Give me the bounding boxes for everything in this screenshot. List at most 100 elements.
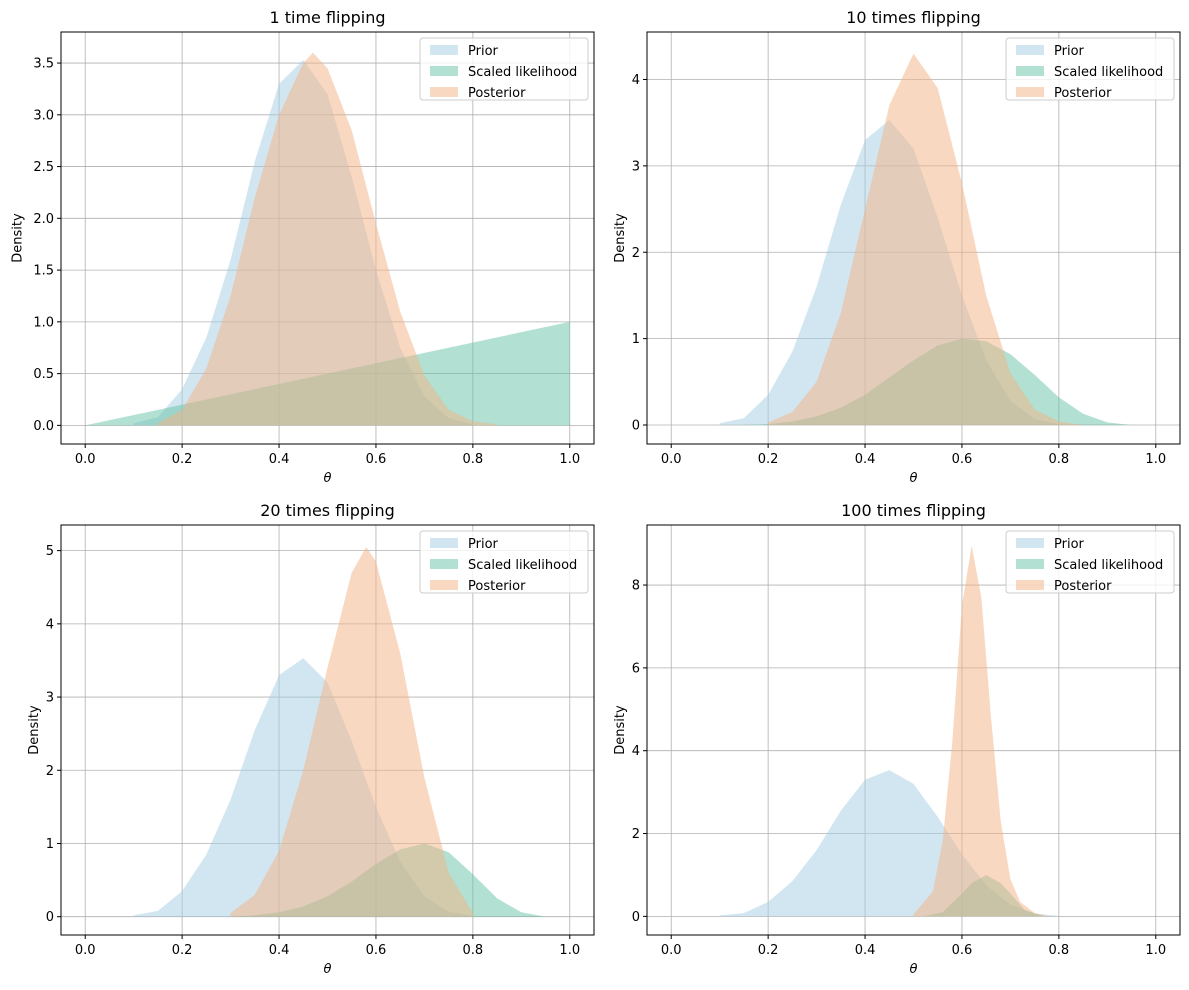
x-tick-label: 0.4 (269, 943, 290, 958)
y-tick-label: 1 (632, 332, 640, 347)
area-posterior (913, 545, 1050, 917)
legend-swatch-prior (1016, 538, 1044, 548)
y-tick-label: 0.5 (33, 367, 54, 382)
legend-label-scaled-likelihood: Scaled likelihood (1054, 558, 1163, 573)
y-axis-label: Density (613, 705, 628, 755)
subplot-title: 10 times flipping (846, 8, 981, 27)
legend-box (1005, 530, 1175, 594)
y-tick-label: 3.0 (33, 108, 54, 123)
legend: Prior Scaled likelihood Posterior (419, 530, 589, 594)
x-tick-label: 0.2 (172, 943, 193, 958)
y-tick-label: 2 (46, 764, 54, 779)
x-axis-label: θ (910, 962, 918, 977)
y-tick-label: 3 (46, 691, 54, 706)
x-tick-label: 0.6 (366, 452, 387, 467)
y-axis-label: Density (613, 213, 628, 263)
x-axis-label: θ (324, 962, 332, 977)
x-tick-label: 0.6 (366, 943, 387, 958)
legend-label-prior: Prior (1054, 537, 1085, 552)
x-tick-label: 0.0 (75, 452, 96, 467)
y-tick-label: 4 (632, 73, 640, 88)
x-tick-label: 0.0 (75, 943, 96, 958)
y-tick-label: 2 (632, 246, 640, 261)
subplot-title: 20 times flipping (260, 501, 395, 520)
legend-label-scaled-likelihood: Scaled likelihood (468, 65, 577, 80)
y-tick-label: 0 (46, 910, 54, 925)
y-tick-label: 8 (632, 579, 640, 594)
x-tick-label: 0.0 (661, 452, 682, 467)
x-tick-label: 0.6 (952, 452, 973, 467)
subplot-1: 0.0 0.2 0.4 0.6 0.8 1.0 0.0 0.5 1.0 1.5 2.0 2.5 3.0 3… (10, 8, 595, 486)
y-tick-label: 3 (632, 159, 640, 174)
legend-swatch-posterior (430, 87, 458, 97)
legend-box (419, 530, 589, 594)
subplot-title: 100 times flipping (841, 501, 986, 520)
subplot-4: 0.0 0.2 0.4 0.6 0.8 1.0 0 2 4 6 8 100 times flippin… (613, 501, 1181, 977)
x-tick-label: 0.2 (758, 943, 779, 958)
x-tick-label: 0.2 (758, 452, 779, 467)
legend-swatch-posterior (430, 580, 458, 590)
legend: Prior Scaled likelihood Posterior (419, 37, 589, 101)
area-posterior (230, 546, 473, 917)
legend-label-posterior: Posterior (1054, 579, 1112, 594)
x-tick-label: 0.8 (463, 943, 484, 958)
legend-label-prior: Prior (1054, 44, 1085, 59)
x-tick-label: 0.6 (952, 943, 973, 958)
x-tick-label: 1.0 (559, 943, 580, 958)
y-axis-label: Density (27, 705, 42, 755)
y-tick-label: 4 (632, 744, 640, 759)
legend-swatch-posterior (1016, 87, 1044, 97)
legend-swatch-scaled-likelihood (1016, 559, 1044, 569)
y-tick-label: 1 (46, 837, 54, 852)
y-tick-label: 4 (46, 617, 54, 632)
y-tick-label: 5 (46, 544, 54, 559)
legend-swatch-prior (430, 45, 458, 55)
legend-box (1005, 37, 1175, 101)
legend-swatch-prior (1016, 45, 1044, 55)
area-posterior (157, 52, 498, 426)
x-axis-label: θ (324, 471, 332, 486)
legend-swatch-scaled-likelihood (430, 66, 458, 76)
x-axis-label: θ (910, 471, 918, 486)
legend-label-posterior: Posterior (1054, 86, 1112, 101)
legend-swatch-posterior (1016, 580, 1044, 590)
axes-frame (60, 524, 595, 936)
y-tick-label: 0.0 (33, 419, 54, 434)
y-tick-label: 6 (632, 661, 640, 676)
y-tick-label: 0 (632, 910, 640, 925)
x-tick-label: 0.4 (269, 452, 290, 467)
y-tick-label: 1.5 (33, 264, 54, 279)
x-tick-label: 0.8 (463, 452, 484, 467)
legend: Prior Scaled likelihood Posterior (1005, 37, 1175, 101)
y-axis-label: Density (10, 213, 25, 263)
legend-label-scaled-likelihood: Scaled likelihood (1054, 65, 1163, 80)
subplot-3: 0.0 0.2 0.4 0.6 0.8 1.0 0 1 2 3 4 5 20 times flippin… (27, 501, 595, 977)
legend-label-posterior: Posterior (468, 86, 526, 101)
axes-frame (646, 524, 1181, 936)
x-tick-label: 1.0 (1145, 943, 1166, 958)
subplot-title: 1 time flipping (269, 8, 385, 27)
legend-label-prior: Prior (468, 537, 499, 552)
area-posterior (768, 53, 1084, 425)
axes-frame (646, 31, 1181, 445)
legend-label-prior: Prior (468, 44, 499, 59)
x-tick-label: 0.8 (1049, 452, 1070, 467)
y-tick-label: 2.0 (33, 212, 54, 227)
y-tick-label: 1.0 (33, 315, 54, 330)
legend-swatch-prior (430, 538, 458, 548)
subplot-2: 0.0 0.2 0.4 0.6 0.8 1.0 0 1 2 3 4 10 times flipping… (613, 8, 1181, 486)
legend-swatch-scaled-likelihood (430, 559, 458, 569)
legend-label-scaled-likelihood: Scaled likelihood (468, 558, 577, 573)
x-tick-label: 0.4 (855, 943, 876, 958)
y-tick-label: 3.5 (33, 57, 54, 72)
legend-swatch-scaled-likelihood (1016, 66, 1044, 76)
y-tick-label: 2.5 (33, 160, 54, 175)
x-tick-label: 0.0 (661, 943, 682, 958)
y-tick-label: 2 (632, 827, 640, 842)
y-tick-label: 0 (632, 418, 640, 433)
axes-frame (60, 31, 595, 445)
x-tick-label: 0.4 (855, 452, 876, 467)
x-tick-label: 1.0 (559, 452, 580, 467)
x-tick-label: 0.8 (1049, 943, 1070, 958)
